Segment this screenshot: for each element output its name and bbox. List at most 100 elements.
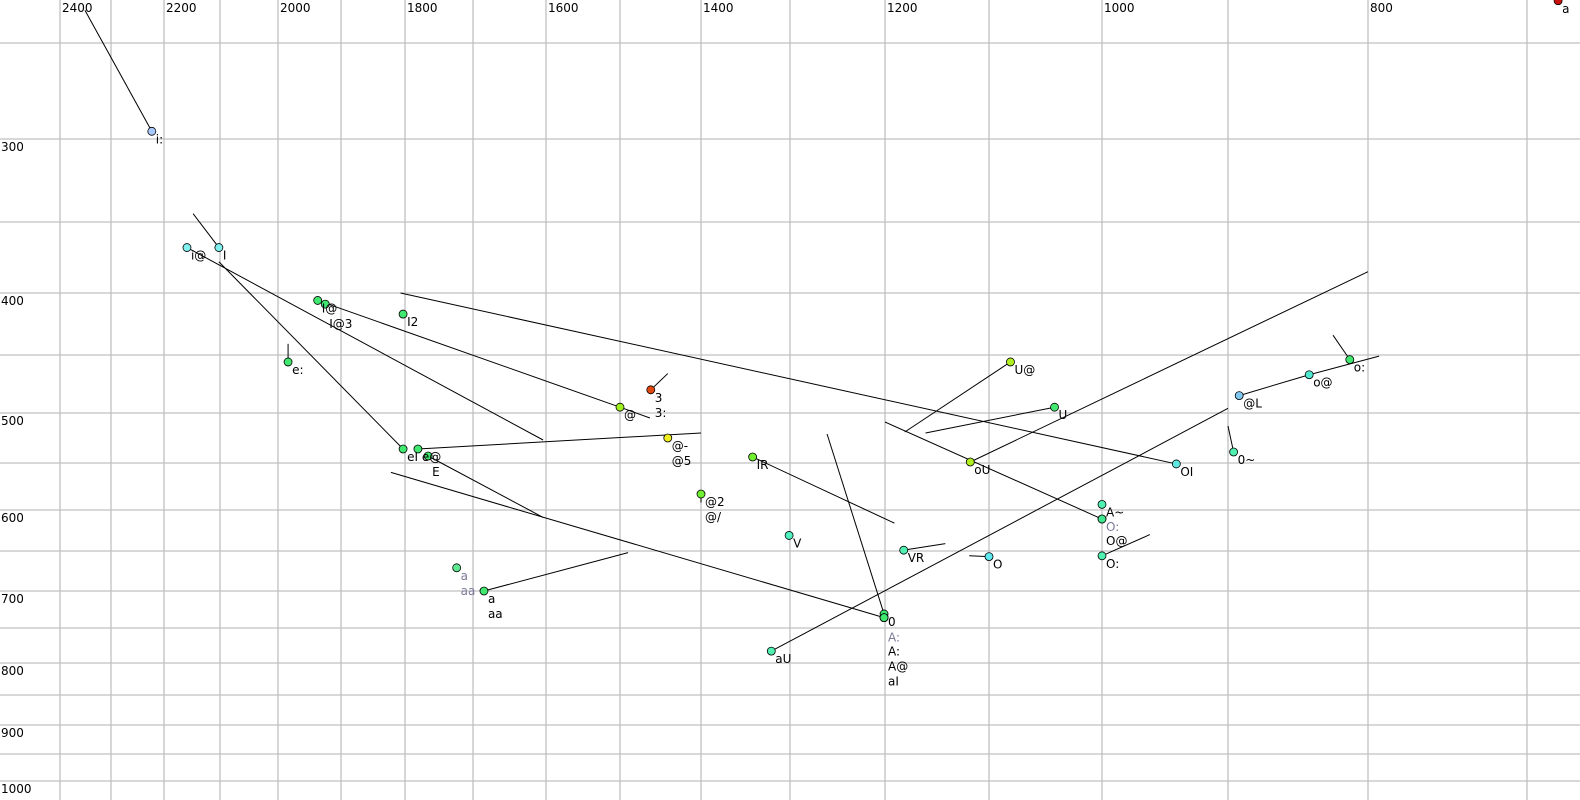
formant-trail	[1239, 374, 1310, 397]
vowel-point[interactable]	[696, 489, 706, 499]
formant-trail	[1332, 334, 1351, 360]
formant-trail	[192, 213, 220, 248]
vowel-label: E	[432, 465, 440, 479]
x-tick-label: 1200	[887, 1, 918, 15]
vowel-label: i:	[156, 132, 163, 146]
vowel-label: OI	[1180, 465, 1193, 479]
vowel-point[interactable]	[182, 243, 192, 252]
x-tick-label: 2200	[166, 1, 197, 15]
vowel-point[interactable]	[147, 126, 157, 136]
formant-trail	[904, 361, 1011, 433]
vowel-label: 0	[888, 615, 896, 629]
vowel-label: U	[1059, 408, 1068, 422]
vowel-point[interactable]	[965, 457, 975, 467]
vowel-point[interactable]	[1171, 459, 1181, 469]
formant-trail	[1309, 355, 1380, 376]
vowel-point[interactable]	[1234, 391, 1244, 401]
vowel-point[interactable]	[879, 613, 889, 623]
vowel-point[interactable]	[1229, 447, 1238, 457]
vowel-label: @/	[705, 510, 722, 524]
vowel-label: O	[993, 558, 1002, 572]
vowel-label: @2	[705, 495, 725, 509]
formant-trail	[186, 247, 544, 441]
vowel-label: VR	[908, 551, 925, 565]
formant-trail	[400, 292, 1177, 465]
y-tick-label: 400	[1, 294, 24, 308]
vowel-label: aI	[888, 675, 899, 689]
vowel-label: O:	[1106, 557, 1119, 571]
formant-trail	[1101, 534, 1151, 557]
vowel-point[interactable]	[1097, 551, 1107, 561]
formant-trail	[884, 421, 1103, 520]
formant-trail	[218, 261, 404, 450]
vowel-label: I2	[407, 315, 418, 329]
x-axis-ticks: 2400 2200 2000 1800 1600 1400 1200 1000 800	[62, 1, 1393, 15]
vowel-label: a	[488, 592, 495, 606]
formant-trail	[84, 10, 153, 132]
vowel-point[interactable]	[646, 385, 656, 395]
x-tick-label: 800	[1370, 1, 1393, 15]
vowel-point[interactable]	[398, 309, 408, 319]
vowel-label: U@	[1014, 363, 1035, 377]
trails	[84, 10, 1380, 652]
formant-trail	[1227, 425, 1235, 453]
vowel-point[interactable]	[1050, 402, 1059, 412]
formant-trail	[483, 552, 629, 592]
vowel-point[interactable]	[413, 444, 423, 454]
vowel-point[interactable]	[1345, 355, 1355, 365]
vowel-label: A@	[888, 660, 908, 674]
vowel-label: aa	[461, 584, 476, 598]
vowel-point[interactable]	[748, 452, 758, 462]
vowel-point[interactable]	[1553, 0, 1563, 6]
x-tick-label: 2400	[62, 1, 93, 15]
y-tick-label: 700	[1, 592, 24, 606]
y-tick-label: 300	[1, 140, 24, 154]
vowel-label: @	[624, 408, 636, 422]
vowel-point[interactable]	[214, 243, 224, 252]
vowel-point[interactable]	[320, 299, 330, 309]
vowel-label: eI	[407, 450, 418, 464]
vowel-label: O:	[1106, 520, 1119, 534]
vowel-point[interactable]	[423, 451, 433, 461]
vowel-point[interactable]	[283, 357, 293, 367]
vowel-point[interactable]	[766, 646, 776, 656]
formant-trail	[903, 543, 946, 551]
y-tick-label: 500	[1, 414, 24, 428]
formant-trail	[427, 455, 544, 518]
formant-trail	[390, 471, 885, 619]
vowel-label: a	[1562, 2, 1569, 16]
vowel-label: @-	[672, 439, 688, 453]
vowel-point[interactable]	[784, 531, 794, 540]
vowel-point[interactable]	[398, 444, 408, 454]
vowel-point[interactable]	[663, 433, 673, 443]
vowel-point[interactable]	[479, 586, 489, 596]
x-tick-label: 2000	[280, 1, 311, 15]
vowel-label: aU	[775, 652, 791, 666]
vowel-label: @5	[672, 454, 692, 468]
vowel-label: aa	[488, 607, 503, 621]
vowel-label: 3:	[655, 406, 667, 420]
vowel-label: e@	[422, 450, 441, 464]
y-tick-label: 600	[1, 511, 24, 525]
vowel-point[interactable]	[1304, 370, 1314, 380]
vowel-point[interactable]	[615, 402, 625, 412]
vowel-point[interactable]	[313, 296, 323, 305]
vowel-point[interactable]	[1006, 357, 1015, 367]
vowel-point[interactable]	[899, 545, 909, 555]
vowel-label: O@	[1106, 534, 1127, 548]
x-tick-label: 1000	[1104, 1, 1135, 15]
vowel-label: A:	[888, 631, 900, 645]
vowel-point[interactable]	[1097, 499, 1107, 509]
vowel-point[interactable]	[1097, 514, 1107, 524]
vowel-point[interactable]	[984, 552, 994, 561]
y-tick-label: 1000	[1, 782, 32, 796]
formant-trail	[752, 456, 895, 524]
x-tick-label: 1400	[703, 1, 734, 15]
vowel-label: A:	[888, 645, 900, 659]
vowel-point[interactable]	[452, 563, 462, 573]
vowel-label: e:	[292, 363, 303, 377]
formant-trail	[925, 406, 1055, 434]
y-axis-ticks: 300 400 500 600 700 800 900 1000	[1, 140, 32, 796]
